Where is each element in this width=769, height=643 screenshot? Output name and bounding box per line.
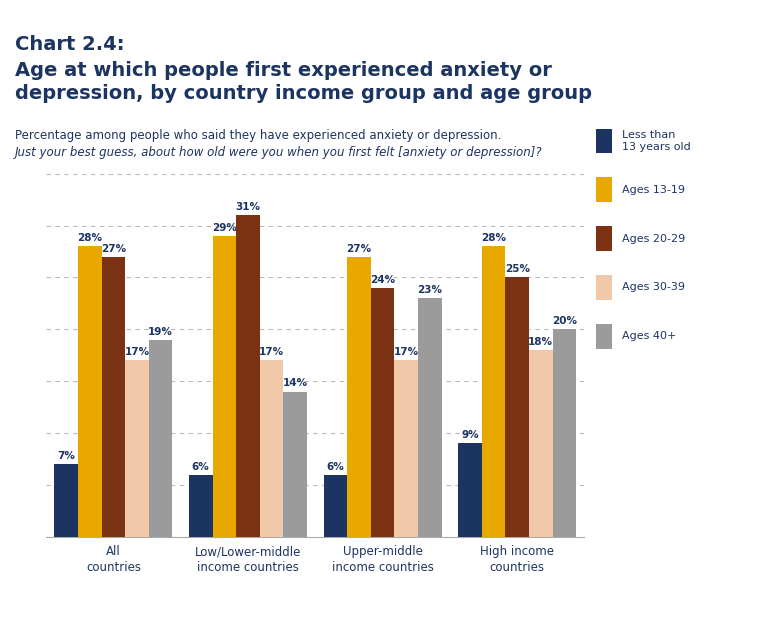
Text: Age at which people first experienced anxiety or
depression, by country income g: Age at which people first experienced an… <box>15 61 592 103</box>
Bar <box>324 475 347 537</box>
Text: Percentage among people who said they have experienced anxiety or depression.: Percentage among people who said they ha… <box>15 129 501 141</box>
Text: 17%: 17% <box>125 347 150 358</box>
Text: 28%: 28% <box>481 233 506 243</box>
Bar <box>189 475 212 537</box>
Bar <box>260 361 284 537</box>
Text: Less than
13 years old: Less than 13 years old <box>622 130 691 152</box>
Bar <box>212 236 236 537</box>
Text: 17%: 17% <box>259 347 285 358</box>
Text: 23%: 23% <box>418 285 442 295</box>
Bar <box>125 361 149 537</box>
Text: 27%: 27% <box>101 244 126 253</box>
Text: Ages 40+: Ages 40+ <box>622 331 676 341</box>
Text: Ages 30-39: Ages 30-39 <box>622 282 685 293</box>
Text: 9%: 9% <box>461 430 479 440</box>
Text: 24%: 24% <box>370 275 395 285</box>
Bar <box>102 257 125 537</box>
Text: 17%: 17% <box>394 347 419 358</box>
Text: wellcome: wellcome <box>658 609 711 619</box>
Bar <box>458 444 481 537</box>
Bar <box>553 329 576 537</box>
Text: 7%: 7% <box>57 451 75 461</box>
Bar <box>394 361 418 537</box>
Bar <box>596 275 612 300</box>
Text: Chart 2.4:: Chart 2.4: <box>15 35 125 55</box>
Text: 20%: 20% <box>552 316 577 326</box>
Text: 25%: 25% <box>504 264 530 275</box>
Text: 6%: 6% <box>192 462 210 471</box>
Text: 28%: 28% <box>78 233 102 243</box>
Text: 29%: 29% <box>212 222 237 233</box>
Text: Ages 20-29: Ages 20-29 <box>622 233 685 244</box>
Bar <box>505 277 529 537</box>
Bar <box>78 246 102 537</box>
Text: 31%: 31% <box>235 202 261 212</box>
Text: Ages 13-19: Ages 13-19 <box>622 185 685 195</box>
Bar <box>347 257 371 537</box>
Bar <box>371 288 394 537</box>
Text: 6%: 6% <box>327 462 345 471</box>
Bar <box>149 340 172 537</box>
Bar <box>596 177 612 202</box>
Text: 27%: 27% <box>346 244 371 253</box>
Text: W: W <box>664 562 705 596</box>
Bar <box>529 350 553 537</box>
Text: 18%: 18% <box>528 337 553 347</box>
Bar <box>596 226 612 251</box>
Bar <box>284 392 307 537</box>
Bar <box>236 215 260 537</box>
Text: 14%: 14% <box>283 379 308 388</box>
Bar <box>481 246 505 537</box>
Bar <box>55 464 78 537</box>
Text: Just your best guess, about how old were you when you first felt [anxiety or dep: Just your best guess, about how old were… <box>15 146 543 159</box>
Bar <box>418 298 441 537</box>
Bar <box>596 129 612 153</box>
Bar <box>596 324 612 349</box>
Text: 19%: 19% <box>148 327 173 336</box>
